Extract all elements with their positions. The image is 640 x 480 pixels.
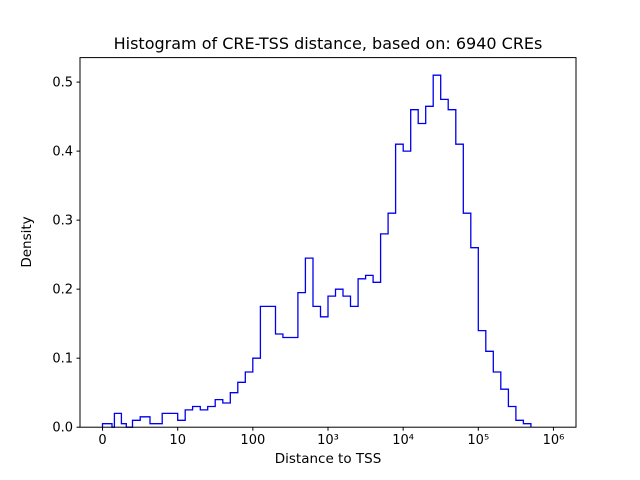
y-tick-label: 0.5 <box>52 76 73 91</box>
histogram-line <box>101 74 532 428</box>
x-tick-label: 10 <box>169 433 186 448</box>
axes-frame <box>79 57 577 428</box>
y-tick-label: 0.1 <box>52 352 73 367</box>
x-tick-label: 0 <box>98 433 106 448</box>
x-tick-label: 10⁶ <box>543 433 565 448</box>
x-tick-label: 10⁵ <box>467 433 489 448</box>
y-tick-label: 0.3 <box>52 214 73 229</box>
y-tick-label: 0.4 <box>52 145 73 160</box>
y-tick-label: 0.0 <box>52 421 73 436</box>
x-tick-label: 10³ <box>317 433 339 448</box>
x-axis-label: Distance to TSS <box>274 451 382 467</box>
x-tick-label: 10⁴ <box>392 433 414 448</box>
axes-background <box>80 57 576 428</box>
y-tick-label: 0.2 <box>52 283 73 298</box>
x-tick-label: 100 <box>240 433 265 448</box>
chart-title: Histogram of CRE-TSS distance, based on:… <box>113 34 543 53</box>
y-axis-label: Density <box>19 216 35 268</box>
